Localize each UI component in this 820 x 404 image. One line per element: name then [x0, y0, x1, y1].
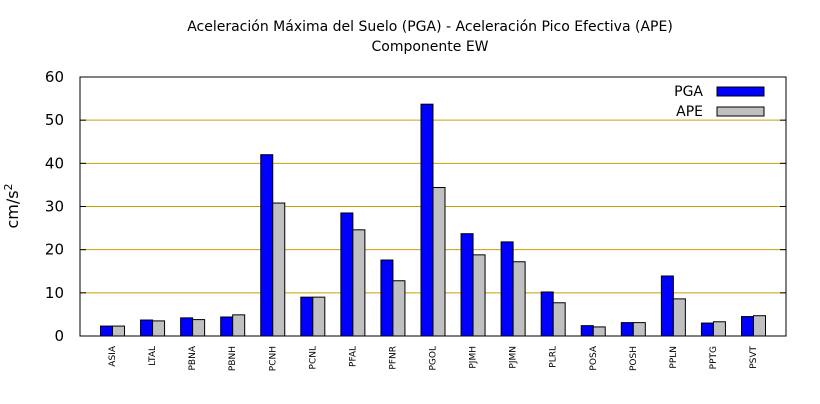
y-tick-label: 30 — [45, 198, 64, 216]
x-tick-label: PLRL — [549, 346, 559, 368]
bar-pga-plrl — [540, 291, 554, 337]
x-tick-label: PJMH — [469, 346, 479, 369]
x-tick-label: LTAL — [148, 346, 158, 366]
x-tick-label: PBNH — [228, 346, 238, 371]
bar-pga-ppln — [660, 275, 674, 337]
legend-label-pga: PGA — [674, 84, 703, 100]
bar-ape-pgol — [432, 187, 446, 337]
bar-pga-pptg — [700, 322, 714, 337]
bar-pga-posa — [580, 325, 594, 337]
bar-pga-posh — [620, 322, 634, 337]
x-tick-label: ASIA — [108, 345, 118, 367]
legend: PGA APE — [674, 84, 765, 120]
y-tick-labels: 0 10 20 30 40 50 60 — [45, 68, 64, 345]
y-tick-label: 10 — [45, 284, 64, 302]
bar-pga-pgol — [420, 103, 434, 337]
x-tick-label: PSVT — [749, 346, 759, 369]
bar-ape-plrl — [552, 302, 566, 337]
y-tick-label: 20 — [45, 241, 64, 259]
bar-ape-pcnl — [312, 296, 326, 337]
x-tick-label: PCNL — [308, 346, 318, 369]
bar-pga-ltal — [140, 319, 154, 337]
bar-ape-pcnh — [272, 202, 286, 337]
bar-ape-ppln — [672, 298, 686, 337]
bars — [100, 103, 766, 337]
bar-pga-pjmh — [460, 233, 474, 337]
bar-pga-pbnh — [220, 316, 234, 337]
bar-ape-pfnr — [392, 280, 406, 337]
x-tick-label: POSA — [589, 345, 599, 370]
bar-ape-pbnh — [232, 314, 246, 337]
bar-pga-psvt — [741, 316, 754, 337]
bar-ape-posa — [592, 326, 606, 337]
x-tick-label: PJMN — [509, 346, 519, 369]
bar-pga-asia — [100, 325, 113, 337]
legend-swatch-ape — [716, 106, 765, 117]
bar-pga-pfnr — [380, 259, 394, 337]
bar-pga-pcnh — [260, 154, 274, 337]
bar-ape-pbna — [192, 319, 206, 337]
bar-ape-pptg — [712, 321, 726, 337]
x-tick-label: PCNH — [268, 346, 278, 371]
y-tick-label: 40 — [45, 154, 64, 172]
y-tick-label: 60 — [45, 68, 64, 86]
axes — [79, 76, 787, 337]
bar-pga-pfal — [340, 212, 354, 337]
x-tick-label: PFAL — [348, 346, 358, 367]
bar-ape-psvt — [753, 315, 766, 337]
y-tick-label: 0 — [54, 327, 64, 345]
legend-label-ape: APE — [676, 104, 703, 120]
bar-ape-pjmn — [512, 261, 526, 337]
y-tick-label: 50 — [45, 111, 64, 129]
y-axis-label-base: cm/s — [3, 190, 22, 228]
plot-frame — [79, 76, 787, 337]
bar-ape-posh — [632, 322, 646, 337]
x-tick-labels: ASIA LTAL PBNA PBNH PCNH PCNL PFAL PFNR PGOL PJMH… — [108, 345, 759, 371]
bar-pga-pjmn — [500, 241, 514, 337]
bar-ape-asia — [112, 325, 125, 337]
y-axis-label: cm/s2 — [2, 183, 22, 228]
bar-pga-pcnl — [300, 296, 314, 337]
x-tick-label: PFNR — [388, 346, 398, 370]
legend-swatch-pga — [716, 86, 765, 97]
bar-ape-ltal — [152, 320, 166, 337]
x-tick-label: POSH — [629, 346, 639, 371]
x-tick-label: PBNA — [188, 345, 198, 370]
bar-pga-pbna — [180, 317, 194, 337]
chart-title-line-2: Componente EW — [371, 39, 488, 55]
x-tick-label: PPLN — [669, 346, 679, 369]
y-axis-label-exponent: 2 — [2, 183, 15, 190]
bar-ape-pjmh — [472, 254, 486, 337]
chart-title-line-1: Aceleración Máxima del Suelo (PGA) - Ace… — [187, 19, 673, 35]
x-tick-label: PGOL — [429, 346, 439, 371]
bar-ape-pfal — [352, 229, 366, 337]
x-tick-label: PPTG — [709, 346, 719, 369]
